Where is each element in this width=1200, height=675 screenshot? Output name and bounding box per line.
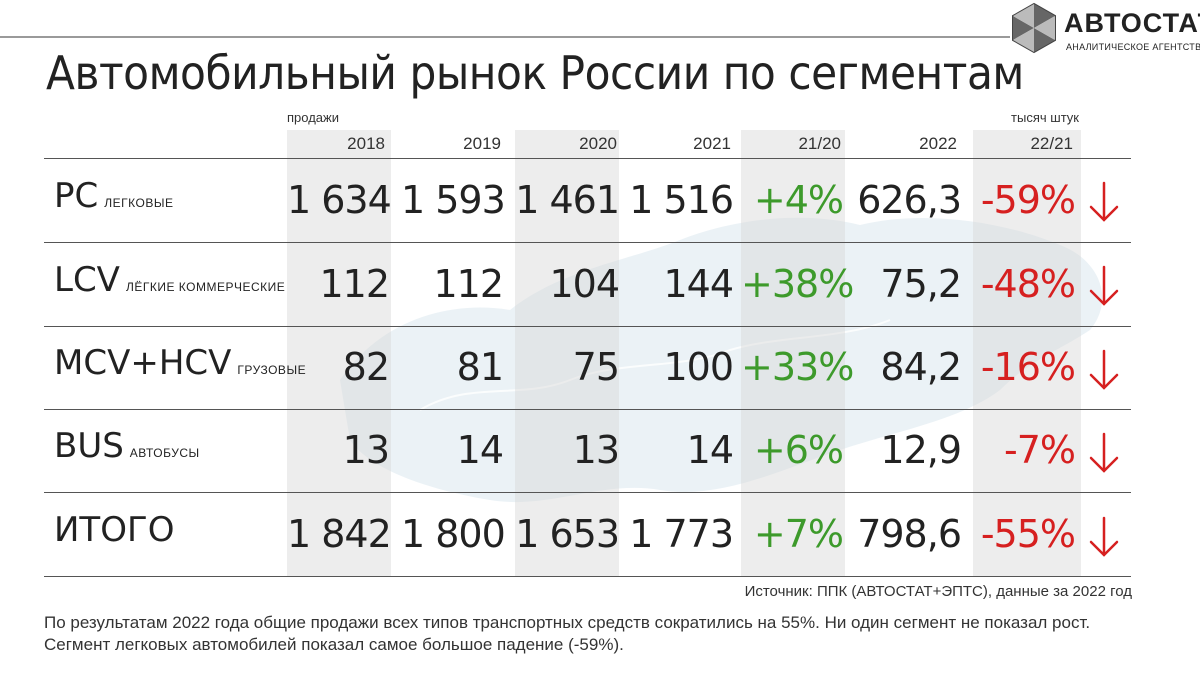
value-2020: 1 653 — [515, 512, 620, 556]
hexagon-logo-icon — [1012, 2, 1056, 54]
page-title: Автомобильный рынок России по сегментам — [46, 46, 1024, 100]
row-divider — [44, 409, 1131, 410]
column-header: 22/21 — [1030, 134, 1073, 153]
change-21-20: +33% — [741, 345, 854, 389]
value-2020: 13 — [572, 428, 620, 472]
arrow-down-icon — [1089, 265, 1119, 306]
value-2018: 1 634 — [287, 178, 392, 222]
value-2018: 82 — [342, 345, 390, 389]
change-22-21: -48% — [980, 262, 1076, 306]
segment-label-mcv-hcv: MCV+HCV ГРУЗОВЫЕ — [54, 343, 306, 383]
segment-label-bus: BUS АВТОБУСЫ — [54, 426, 200, 466]
source-note: Источник: ППК (АВТОСТАТ+ЭПТС), данные за… — [744, 583, 1132, 600]
row-divider — [44, 492, 1131, 493]
value-2020: 104 — [549, 262, 620, 306]
top-rule — [0, 36, 1010, 38]
row-divider — [44, 326, 1131, 327]
arrow-down-icon — [1089, 349, 1119, 390]
column-header: 2021 — [693, 134, 731, 153]
summary-text: По результатам 2022 года общие продажи в… — [44, 613, 1091, 654]
column-header: 21/20 — [798, 134, 841, 153]
segment-label-lcv: LCV ЛЁГКИЕ КОММЕРЧЕСКИЕ — [54, 260, 285, 300]
value-2019: 112 — [433, 262, 504, 306]
value-2019: 1 593 — [401, 178, 506, 222]
change-21-20: +38% — [741, 262, 854, 306]
segment-name: ГРУЗОВЫЕ — [237, 363, 307, 377]
value-2018: 13 — [342, 428, 390, 472]
change-21-20: +6% — [753, 428, 844, 472]
caption-sales: продажи — [287, 110, 339, 125]
value-2021: 1 516 — [629, 178, 734, 222]
change-21-20: +7% — [753, 512, 844, 556]
column-header: 2019 — [463, 134, 501, 153]
logo-subtitle: АНАЛИТИЧЕСКОЕ АГЕНТСТВО — [1066, 42, 1200, 52]
change-22-21: -7% — [1004, 428, 1076, 472]
column-shade-2018 — [287, 130, 391, 576]
value-2019: 1 800 — [401, 512, 506, 556]
segment-code: ИТОГО — [54, 510, 175, 550]
value-2022: 626,3 — [857, 178, 962, 222]
row-divider — [44, 158, 1131, 159]
value-2019: 81 — [456, 345, 504, 389]
column-header: 2018 — [347, 134, 385, 153]
segment-code: BUS — [54, 426, 124, 466]
value-2021: 100 — [663, 345, 734, 389]
change-22-21: -55% — [980, 512, 1076, 556]
row-divider — [44, 576, 1131, 577]
change-22-21: -59% — [980, 178, 1076, 222]
value-2020: 75 — [572, 345, 620, 389]
change-22-21: -16% — [980, 345, 1076, 389]
value-2021: 14 — [686, 428, 734, 472]
logo-name: АВТОСТАТ — [1064, 8, 1200, 38]
value-2022: 12,9 — [880, 428, 962, 472]
change-21-20: +4% — [753, 178, 844, 222]
value-2021: 144 — [663, 262, 734, 306]
arrow-down-icon — [1089, 181, 1119, 222]
segment-name: АВТОБУСЫ — [129, 446, 200, 460]
value-2022: 798,6 — [857, 512, 962, 556]
value-2018: 112 — [319, 262, 390, 306]
column-shade-2020 — [515, 130, 619, 576]
value-2020: 1 461 — [515, 178, 620, 222]
segment-label-total: ИТОГО — [54, 510, 180, 550]
row-divider — [44, 242, 1131, 243]
arrow-down-icon — [1089, 516, 1119, 557]
segment-code: PC — [54, 176, 99, 216]
column-shade-22-21 — [973, 130, 1081, 576]
segment-name: ЛЕГКОВЫЕ — [104, 196, 174, 210]
value-2022: 75,2 — [880, 262, 962, 306]
column-header: 2020 — [579, 134, 617, 153]
value-2018: 1 842 — [287, 512, 392, 556]
segment-code: LCV — [54, 260, 120, 300]
column-shade-21-20 — [741, 130, 845, 576]
value-2022: 84,2 — [880, 345, 962, 389]
segment-label-pc: PC ЛЕГКОВЫЕ — [54, 176, 173, 216]
segment-name: ЛЁГКИЕ КОММЕРЧЕСКИЕ — [125, 280, 286, 294]
value-2019: 14 — [456, 428, 504, 472]
arrow-down-icon — [1089, 432, 1119, 473]
value-2021: 1 773 — [629, 512, 734, 556]
segment-code: MCV+HCV — [54, 343, 232, 383]
column-header: 2022 — [919, 134, 957, 153]
caption-units: тысяч штук — [1011, 110, 1079, 125]
autostat-logo: АВТОСТАТ АНАЛИТИЧЕСКОЕ АГЕНТСТВО — [996, 2, 1200, 62]
